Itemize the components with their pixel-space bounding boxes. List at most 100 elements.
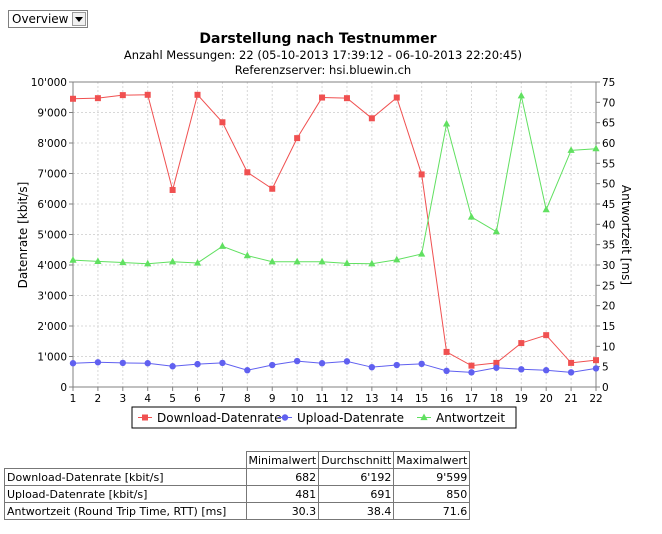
y2-tick-label: 55	[602, 158, 615, 170]
x-tick-label: 17	[465, 393, 478, 405]
x-tick-label: 20	[540, 393, 553, 405]
upload-datenrate-point	[343, 358, 351, 365]
upload-datenrate-point	[318, 360, 326, 367]
antwortzeit-point	[542, 205, 550, 213]
legend-label: Download-Datenrate	[157, 411, 282, 425]
plot-border	[72, 81, 597, 388]
download-datenrate-point	[368, 115, 375, 122]
legend-marker	[420, 413, 428, 421]
legend-box	[131, 406, 517, 429]
chart-subtitle-server: Referenzserver: hsi.bluewin.ch	[235, 63, 411, 77]
download-datenrate-point	[119, 92, 126, 99]
antwortzeit-point	[517, 91, 525, 99]
x-tick-label: 7	[219, 393, 226, 405]
header-max: Maximalwert	[393, 451, 471, 469]
x-tick-label: 22	[589, 393, 602, 405]
download-datenrate-point	[343, 95, 350, 102]
download-datenrate-point	[568, 359, 575, 366]
header-min: Minimalwert	[245, 451, 320, 469]
x-tick-label: 9	[269, 393, 276, 405]
upload-datenrate-point	[418, 360, 425, 368]
y-axis-label: Datenrate [kbit/s]	[16, 182, 30, 289]
axes: 0 1'000 2'000 3'000 4'000 5'000 6'000 7'000 8'00…	[31, 77, 616, 405]
table-row: Download-Datenrate [kbit/s] 682 6'192 9'…	[4, 468, 471, 486]
download-datenrate-point	[294, 135, 301, 142]
upload-datenrate-point	[293, 357, 301, 365]
row-label: Antwortzeit (Round Trip Time, RTT) [ms]	[4, 502, 247, 520]
antwortzeit-point	[567, 146, 575, 153]
upload-datenrate-point	[244, 367, 251, 374]
cell-avg: 6'192	[318, 468, 395, 486]
y2-tick-label: 15	[602, 321, 615, 333]
legend-marker	[142, 414, 148, 421]
upload-datenrate-point	[368, 363, 376, 371]
antwortzeit-point	[193, 258, 202, 266]
x-tick-label: 6	[194, 393, 201, 405]
upload-datenrate-point	[69, 360, 77, 367]
download-datenrate-point	[219, 119, 226, 126]
grid-lines	[72, 81, 597, 388]
y2-tick-label: 45	[602, 199, 615, 211]
antwortzeit-point	[592, 144, 600, 152]
series-layer	[69, 91, 600, 376]
upload-datenrate-point	[493, 364, 500, 371]
cell-max: 71.6	[393, 502, 471, 520]
y2-tick-label: 65	[602, 118, 615, 130]
download-datenrate-point	[593, 357, 599, 364]
antwortzeit-point	[368, 259, 376, 267]
antwortzeit-point	[243, 251, 251, 259]
upload-datenrate-point	[269, 361, 276, 369]
y-tick-label: 6'000	[37, 199, 67, 211]
y-tick-label: 2'000	[37, 321, 67, 333]
antwortzeit-point	[393, 255, 401, 263]
antwortzeit-point	[343, 259, 351, 266]
y2-tick-label: 0	[602, 382, 609, 394]
y-tick-label: 10'000	[31, 77, 67, 89]
cell-min: 682	[245, 468, 320, 486]
download-datenrate-point	[169, 186, 176, 193]
cell-min: 30.3	[245, 502, 320, 520]
cell-max: 850	[393, 485, 471, 503]
chevron-down-icon[interactable]	[72, 12, 86, 26]
x-tick-label: 18	[490, 393, 503, 405]
cell-min: 481	[245, 485, 320, 503]
y-tick-label: 0	[60, 382, 67, 394]
download-datenrate-point	[269, 185, 276, 192]
y2-tick-label: 10	[602, 341, 615, 353]
x-tick-label: 10	[290, 393, 303, 405]
upload-datenrate-point	[592, 365, 600, 372]
upload-datenrate-point	[119, 359, 127, 367]
y2-tick-label: 5	[602, 362, 609, 374]
y-tick-label: 7'000	[37, 169, 67, 181]
antwortzeit-point	[268, 257, 276, 265]
download-datenrate-point	[70, 95, 76, 102]
table-row: Upload-Datenrate [kbit/s] 481 691 850	[4, 485, 471, 503]
antwortzeit-point	[144, 259, 152, 267]
stats-table: Minimalwert Durchschnitt Maximalwert Dow…	[4, 451, 471, 520]
view-select[interactable]: Overview	[8, 10, 88, 28]
x-tick-label: 13	[365, 393, 378, 405]
y2-tick-label: 70	[602, 97, 615, 109]
upload-datenrate-point	[542, 367, 550, 374]
y-tick-label: 4'000	[37, 260, 67, 272]
x-tick-label: 21	[564, 393, 577, 405]
stats-header-row: Minimalwert Durchschnitt Maximalwert	[4, 451, 471, 469]
antwortzeit-point	[218, 242, 227, 249]
antwortzeit-point	[418, 250, 426, 257]
legend-label: Antwortzeit	[436, 411, 505, 425]
y-tick-label: 3'000	[37, 291, 67, 303]
antwortzeit-point	[442, 119, 451, 127]
antwortzeit-point	[69, 256, 77, 263]
download-datenrate-point	[493, 359, 500, 366]
download-datenrate-point	[418, 171, 425, 178]
antwortzeit-point	[119, 258, 127, 266]
y2-tick-label: 30	[602, 260, 615, 272]
cell-max: 9'599	[393, 468, 471, 486]
row-label: Upload-Datenrate [kbit/s]	[4, 485, 247, 503]
y2-tick-label: 60	[602, 138, 615, 150]
download-datenrate-point	[94, 95, 101, 102]
download-datenrate-point	[319, 94, 326, 101]
antwortzeit-point	[318, 257, 326, 265]
x-tick-label: 16	[440, 393, 454, 405]
legend-label: Upload-Datenrate	[297, 411, 404, 425]
